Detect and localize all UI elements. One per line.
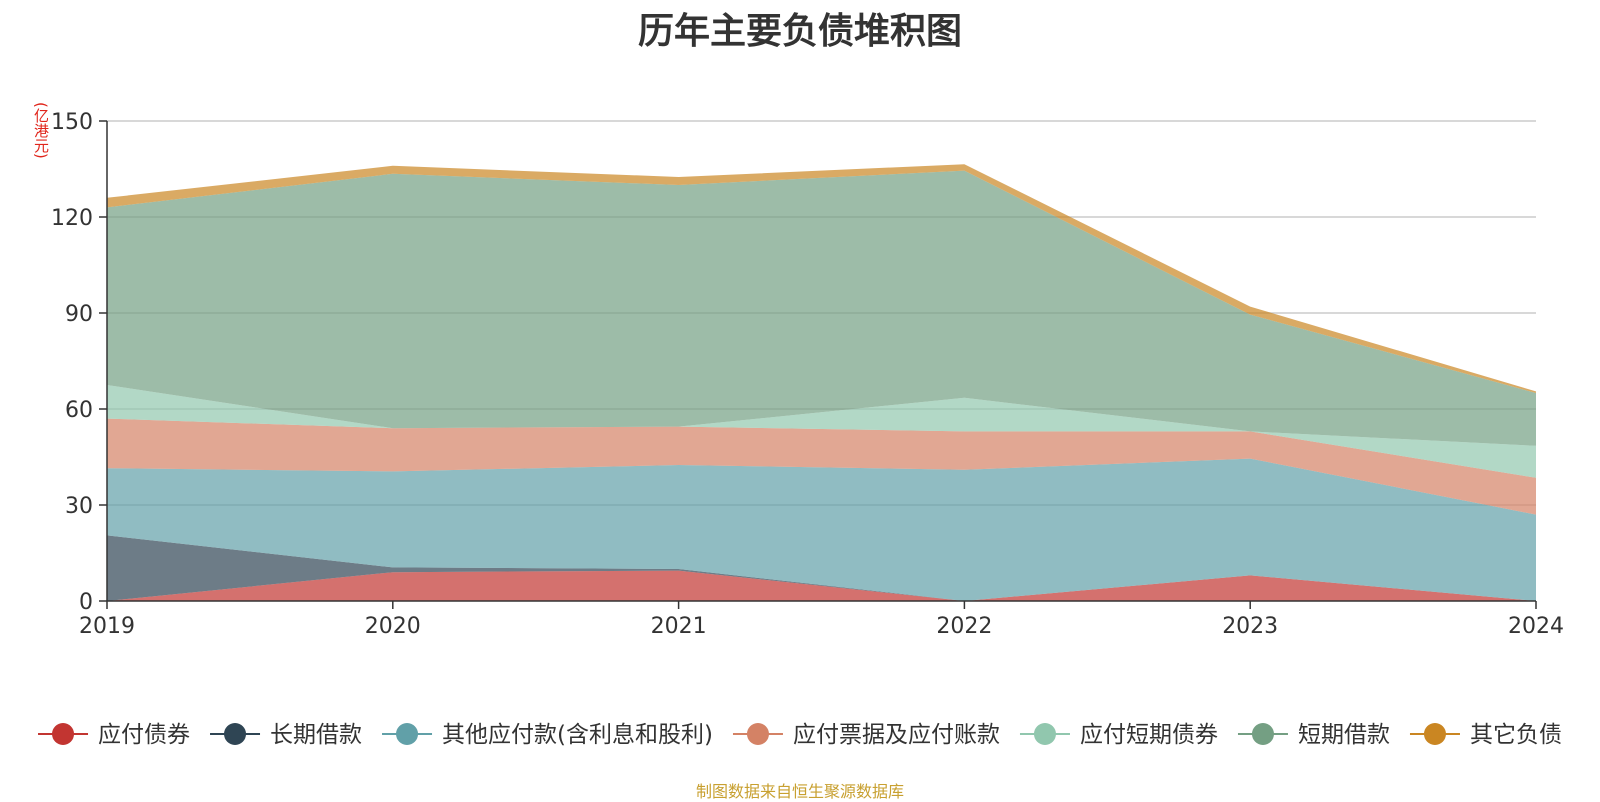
- legend-item[interactable]: 应付票据及应付账款: [732, 722, 1000, 748]
- area-series-6: [107, 164, 1536, 393]
- y-tick-label: 30: [65, 494, 93, 519]
- y-tick-label: 0: [79, 590, 93, 615]
- x-tick-label: 2020: [365, 614, 421, 639]
- legend-item[interactable]: 短期借款: [1237, 722, 1390, 748]
- x-tick-label: 2023: [1222, 614, 1278, 639]
- legend-label: 应付短期债券: [1080, 722, 1218, 748]
- legend-label: 应付债券: [98, 722, 190, 748]
- source-note: 制图数据来自恒生聚源数据库: [695, 782, 904, 801]
- legend-circle-icon: [746, 723, 769, 745]
- legend-item[interactable]: 其它负债: [1409, 722, 1562, 748]
- area-series-2: [107, 458, 1536, 601]
- area-series-1: [107, 535, 1536, 601]
- x-tick-label: 2021: [651, 614, 707, 639]
- legend-label: 其它负债: [1470, 722, 1562, 748]
- area-series: [107, 164, 1536, 601]
- legend-item[interactable]: 其他应付款(含利息和股利): [382, 722, 713, 748]
- area-series-3: [107, 418, 1536, 515]
- x-tick-label: 2019: [79, 614, 135, 639]
- legend-item[interactable]: 长期借款: [210, 722, 362, 748]
- x-tick-label: 2024: [1508, 614, 1564, 639]
- legend-circle-icon: [1423, 723, 1446, 745]
- legend[interactable]: 应付债券 长期借款 其他应付款(含利息和股利) 应付票据及应付账款 应付短期债券 短期借款…: [38, 722, 1562, 748]
- legend-label: 长期借款: [270, 722, 362, 748]
- legend-circle-icon: [52, 723, 75, 745]
- y-tick-label: 90: [65, 302, 93, 327]
- y-tick-label: 120: [51, 206, 93, 231]
- area-series-5: [107, 170, 1536, 446]
- legend-label: 短期借款: [1298, 722, 1390, 748]
- legend-circle-icon: [1033, 723, 1056, 745]
- legend-circle-icon: [1251, 723, 1274, 745]
- legend-label: 应付票据及应付账款: [793, 722, 1000, 748]
- legend-label: 其他应付款(含利息和股利): [442, 722, 713, 748]
- y-axis-unit-label: (亿港元): [32, 102, 50, 159]
- legend-circle-icon: [224, 723, 247, 745]
- chart-title: 历年主要负债堆积图: [637, 11, 962, 52]
- legend-item[interactable]: 应付债券: [38, 722, 190, 748]
- legend-circle-icon: [396, 723, 419, 745]
- x-tick-label: 2022: [936, 614, 992, 639]
- axes: 0 30 60 90 120 150 2019 2020 2021 2022 2023 2024: [51, 110, 1564, 639]
- y-tick-label: 150: [51, 110, 93, 135]
- y-tick-label: 60: [65, 398, 93, 423]
- legend-item[interactable]: 应付短期债券: [1019, 722, 1218, 748]
